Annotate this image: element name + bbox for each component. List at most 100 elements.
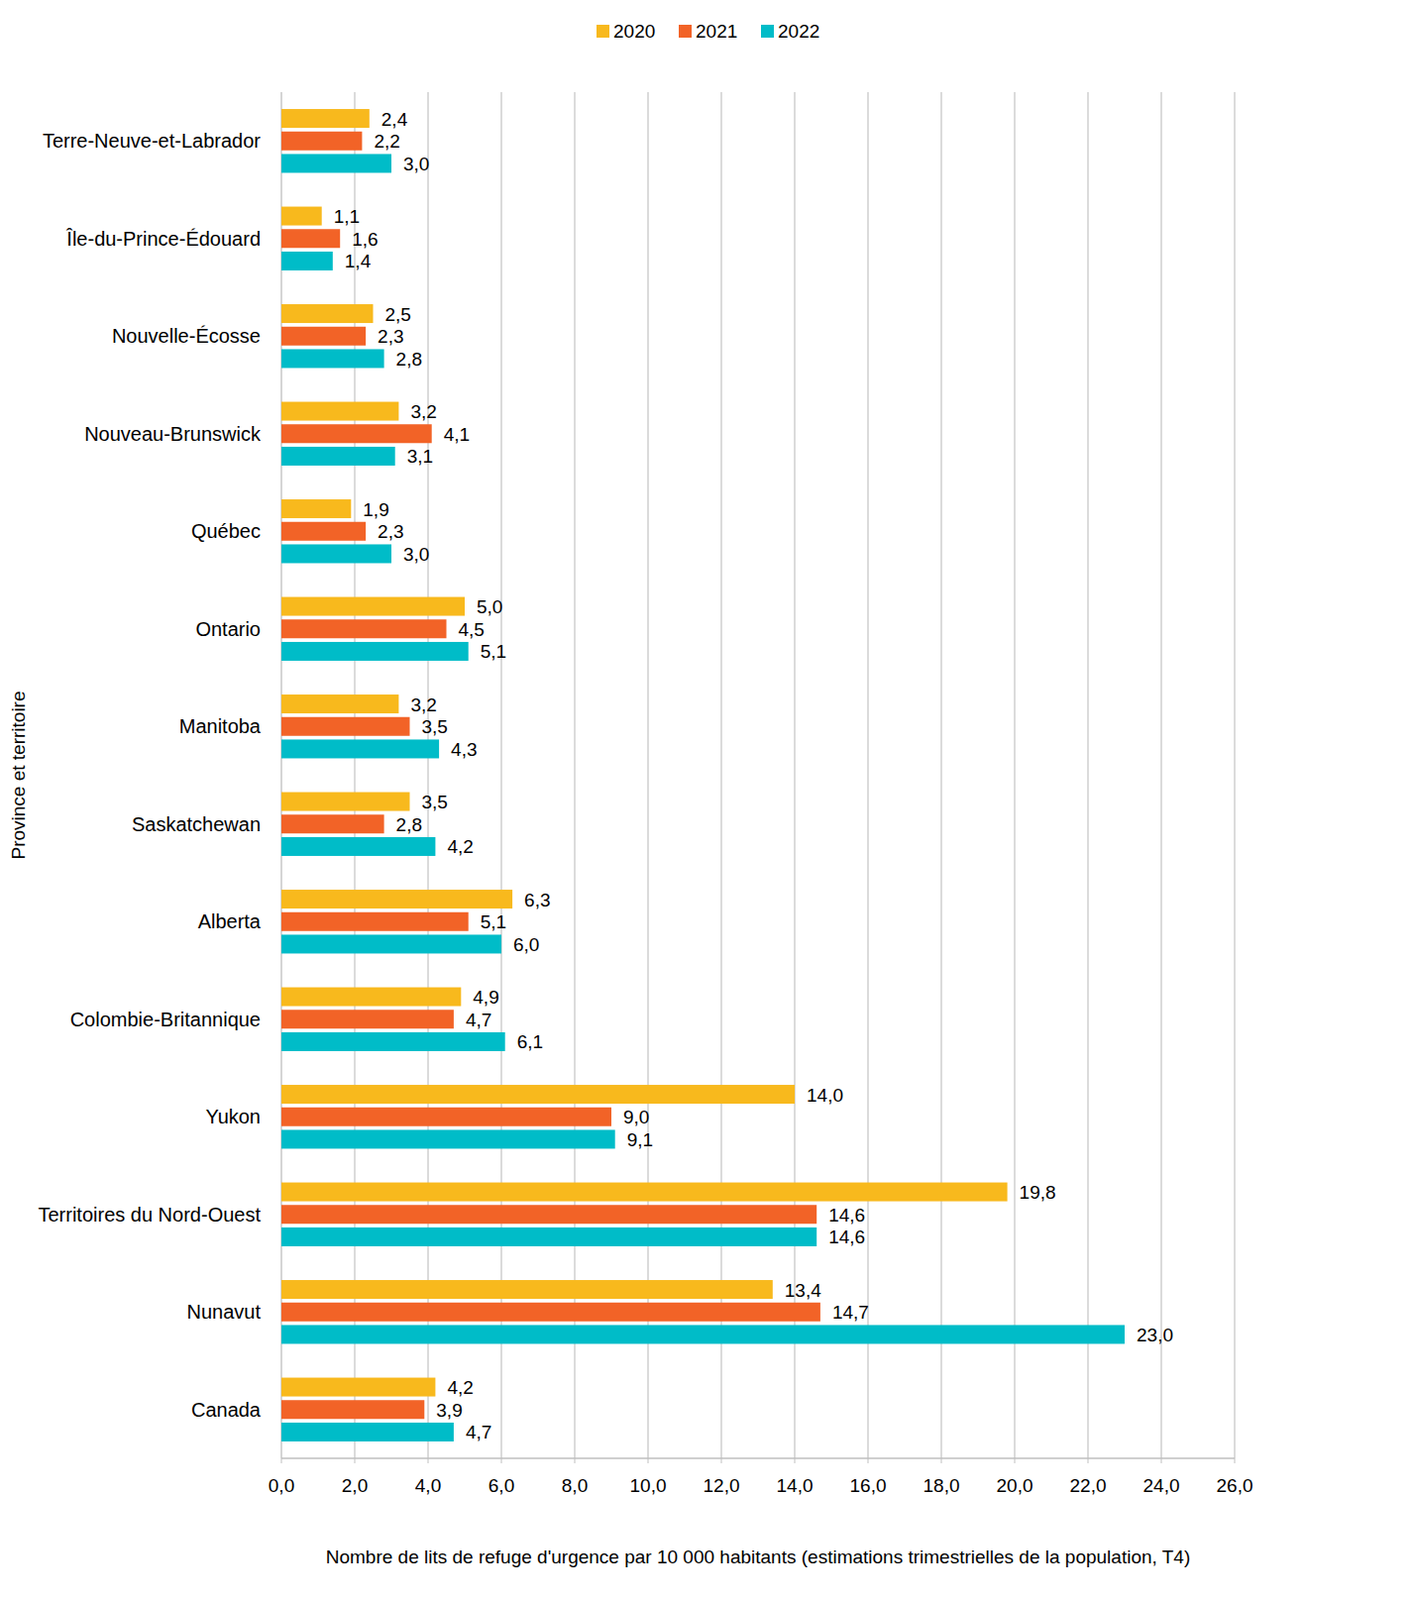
- data-label: 4,5: [458, 619, 485, 641]
- data-label: 5,1: [480, 911, 507, 933]
- bar: [281, 326, 366, 346]
- category-label: Île-du-Prince-Édouard: [65, 227, 261, 250]
- data-label: 3,0: [403, 543, 430, 565]
- tick: [721, 1458, 723, 1464]
- bar: [281, 837, 435, 857]
- bar: [281, 1378, 435, 1398]
- bar: [281, 499, 351, 519]
- legend-label: 2020: [613, 20, 655, 42]
- category-label: Colombie-Britannique: [70, 1008, 261, 1031]
- tick: [354, 1458, 356, 1464]
- data-label: 6,3: [524, 889, 550, 911]
- tick-label: 12,0: [703, 1475, 741, 1497]
- grid-line: [793, 92, 795, 1459]
- tick-label: 22,0: [1070, 1475, 1107, 1497]
- grid-line: [1013, 92, 1015, 1459]
- bar: [281, 739, 439, 759]
- category-label: Ontario: [195, 618, 261, 641]
- tick: [1014, 1458, 1016, 1464]
- grid-line: [353, 92, 355, 1459]
- bar: [281, 1183, 1008, 1202]
- data-label: 6,1: [517, 1031, 544, 1053]
- bar: [281, 642, 469, 661]
- data-label: 4,2: [446, 836, 473, 858]
- data-label: 3,1: [407, 445, 434, 467]
- category-label: Canada: [191, 1399, 262, 1421]
- bar: [281, 1324, 1125, 1344]
- grid-line: [427, 92, 429, 1459]
- data-label: 4,1: [443, 424, 470, 445]
- bar: [281, 987, 461, 1007]
- axis-line: [281, 1457, 1235, 1459]
- data-label: 1,1: [333, 206, 360, 227]
- data-label: 4,7: [465, 1421, 492, 1443]
- bar: [281, 912, 469, 932]
- legend-label: 2022: [777, 20, 820, 42]
- grid-line: [940, 92, 942, 1459]
- legend-swatch: [678, 24, 692, 38]
- bar: [281, 934, 502, 954]
- legend-label: 2021: [695, 20, 738, 42]
- data-label: 2,3: [377, 325, 404, 347]
- bar: [281, 1032, 506, 1052]
- tick-label: 26,0: [1216, 1475, 1254, 1497]
- data-label: 5,0: [476, 596, 503, 618]
- data-label: 1,6: [351, 228, 378, 250]
- y-axis-title: Province et territoire: [7, 690, 29, 860]
- data-label: 4,3: [450, 739, 477, 761]
- bar: [281, 543, 392, 563]
- chart: 0,02,04,06,08,010,012,014,016,018,020,02…: [0, 0, 1412, 1600]
- bar: [281, 424, 433, 443]
- bar: [281, 348, 385, 368]
- data-label: 14,0: [806, 1085, 844, 1106]
- tick-label: 10,0: [630, 1475, 667, 1497]
- data-labels: 2,42,23,01,11,61,42,52,32,83,24,13,11,92…: [333, 108, 1174, 1444]
- data-label: 1,4: [344, 250, 372, 272]
- bar: [281, 717, 411, 737]
- bar: [281, 1085, 795, 1104]
- data-label: 5,1: [480, 641, 507, 662]
- bar: [281, 1400, 425, 1419]
- data-label: 3,5: [422, 791, 448, 813]
- grid-line: [647, 92, 649, 1459]
- tick-label: 20,0: [996, 1475, 1034, 1497]
- tick: [868, 1458, 869, 1464]
- bar: [281, 1227, 817, 1247]
- data-label: 4,9: [472, 986, 499, 1008]
- data-label: 14,7: [832, 1302, 869, 1323]
- bar: [281, 792, 411, 812]
- category-label: Territoires du Nord-Ouest: [37, 1203, 261, 1226]
- data-label: 3,2: [410, 401, 436, 423]
- data-label: 2,3: [377, 521, 404, 543]
- grid-line: [1086, 92, 1088, 1459]
- data-label: 2,8: [396, 814, 423, 836]
- tick: [501, 1458, 503, 1464]
- data-label: 2,8: [396, 348, 423, 370]
- axis-line: [280, 92, 282, 1459]
- bar: [281, 1303, 821, 1322]
- tick-label: 6,0: [488, 1475, 515, 1497]
- bar: [281, 228, 340, 248]
- grid-line: [573, 92, 575, 1459]
- bars: [281, 108, 1125, 1442]
- data-label: 2,4: [381, 108, 409, 130]
- data-label: 4,7: [465, 1009, 492, 1031]
- bar: [281, 131, 362, 151]
- data-label: 3,0: [403, 153, 430, 175]
- bar: [281, 1107, 612, 1127]
- bar: [281, 889, 513, 909]
- tick-label: 4,0: [415, 1475, 441, 1497]
- legend-swatch: [760, 24, 774, 38]
- data-label: 9,0: [623, 1106, 650, 1128]
- category-label: Terre-Neuve-et-Labrador: [42, 129, 261, 152]
- bar: [281, 619, 447, 639]
- grid-line: [720, 92, 722, 1459]
- bar: [281, 522, 366, 542]
- bar: [281, 1280, 773, 1300]
- data-label: 14,6: [828, 1226, 866, 1248]
- data-label: 4,2: [446, 1377, 473, 1399]
- tick: [648, 1458, 650, 1464]
- tick: [281, 1458, 283, 1464]
- category-label: Québec: [191, 520, 261, 543]
- tick: [574, 1458, 576, 1464]
